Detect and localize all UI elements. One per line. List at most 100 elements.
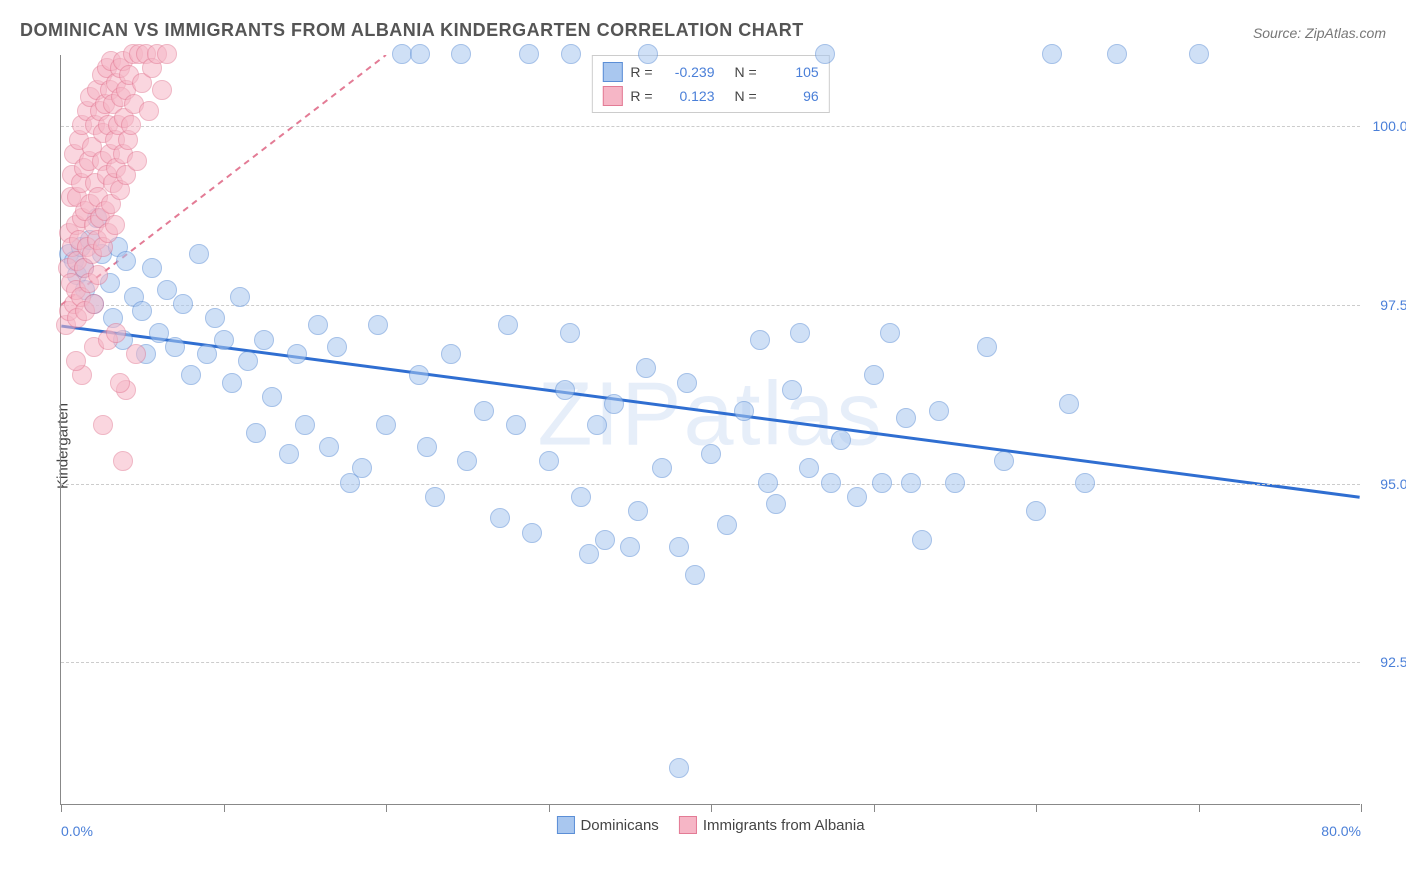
legend-stats-row: R =0.123N =96 (602, 84, 818, 108)
legend-swatch (602, 62, 622, 82)
data-point (685, 565, 705, 585)
data-point (181, 365, 201, 385)
data-point (901, 473, 921, 493)
data-point (295, 415, 315, 435)
data-point (896, 408, 916, 428)
data-point (669, 758, 689, 778)
data-point (451, 44, 471, 64)
data-point (116, 251, 136, 271)
chart-title: DOMINICAN VS IMMIGRANTS FROM ALBANIA KIN… (20, 20, 804, 41)
gridline (61, 484, 1360, 485)
data-point (1189, 44, 1209, 64)
n-label: N = (735, 88, 757, 104)
gridline (61, 662, 1360, 663)
data-point (127, 151, 147, 171)
data-point (246, 423, 266, 443)
data-point (498, 315, 518, 335)
data-point (189, 244, 209, 264)
y-tick-label: 97.5% (1365, 297, 1406, 313)
data-point (149, 323, 169, 343)
x-tick (1199, 804, 1200, 812)
data-point (93, 415, 113, 435)
data-point (734, 401, 754, 421)
data-point (425, 487, 445, 507)
data-point (872, 473, 892, 493)
r-value: -0.239 (665, 64, 715, 80)
data-point (799, 458, 819, 478)
data-point (238, 351, 258, 371)
data-point (561, 44, 581, 64)
n-value: 105 (769, 64, 819, 80)
x-tick (61, 804, 62, 812)
data-point (352, 458, 372, 478)
data-point (620, 537, 640, 557)
data-point (539, 451, 559, 471)
data-point (880, 323, 900, 343)
data-point (105, 215, 125, 235)
data-point (287, 344, 307, 364)
data-point (604, 394, 624, 414)
data-point (376, 415, 396, 435)
data-point (847, 487, 867, 507)
data-point (410, 44, 430, 64)
data-point (368, 315, 388, 335)
legend-label: Dominicans (580, 817, 658, 834)
data-point (474, 401, 494, 421)
data-point (587, 415, 607, 435)
data-point (121, 115, 141, 135)
data-point (139, 101, 159, 121)
data-point (457, 451, 477, 471)
y-tick-label: 92.5% (1365, 654, 1406, 670)
data-point (519, 44, 539, 64)
data-point (628, 501, 648, 521)
data-point (821, 473, 841, 493)
data-point (319, 437, 339, 457)
data-point (555, 380, 575, 400)
legend-swatch (679, 816, 697, 834)
data-point (157, 44, 177, 64)
data-point (214, 330, 234, 350)
data-point (815, 44, 835, 64)
legend-swatch (556, 816, 574, 834)
r-label: R = (630, 64, 652, 80)
data-point (417, 437, 437, 457)
data-point (782, 380, 802, 400)
data-point (254, 330, 274, 350)
r-value: 0.123 (665, 88, 715, 104)
data-point (84, 294, 104, 314)
x-axis-label: 0.0% (61, 823, 93, 839)
x-tick (1036, 804, 1037, 812)
data-point (205, 308, 225, 328)
data-point (88, 265, 108, 285)
data-point (262, 387, 282, 407)
data-point (110, 373, 130, 393)
data-point (173, 294, 193, 314)
data-point (1059, 394, 1079, 414)
y-tick-label: 95.0% (1365, 476, 1406, 492)
data-point (750, 330, 770, 350)
data-point (790, 323, 810, 343)
data-point (152, 80, 172, 100)
legend-stats-row: R =-0.239N =105 (602, 60, 818, 84)
y-tick-label: 100.0% (1365, 118, 1406, 134)
data-point (490, 508, 510, 528)
data-point (165, 337, 185, 357)
data-point (197, 344, 217, 364)
data-point (1107, 44, 1127, 64)
data-point (579, 544, 599, 564)
legend-item: Immigrants from Albania (679, 816, 865, 834)
data-point (279, 444, 299, 464)
data-point (994, 451, 1014, 471)
data-point (522, 523, 542, 543)
data-point (1075, 473, 1095, 493)
data-point (669, 537, 689, 557)
watermark-strong: ZIP (537, 364, 683, 464)
data-point (441, 344, 461, 364)
data-point (230, 287, 250, 307)
data-point (677, 373, 697, 393)
data-point (1026, 501, 1046, 521)
data-point (912, 530, 932, 550)
data-point (132, 301, 152, 321)
data-point (638, 44, 658, 64)
x-tick (224, 804, 225, 812)
